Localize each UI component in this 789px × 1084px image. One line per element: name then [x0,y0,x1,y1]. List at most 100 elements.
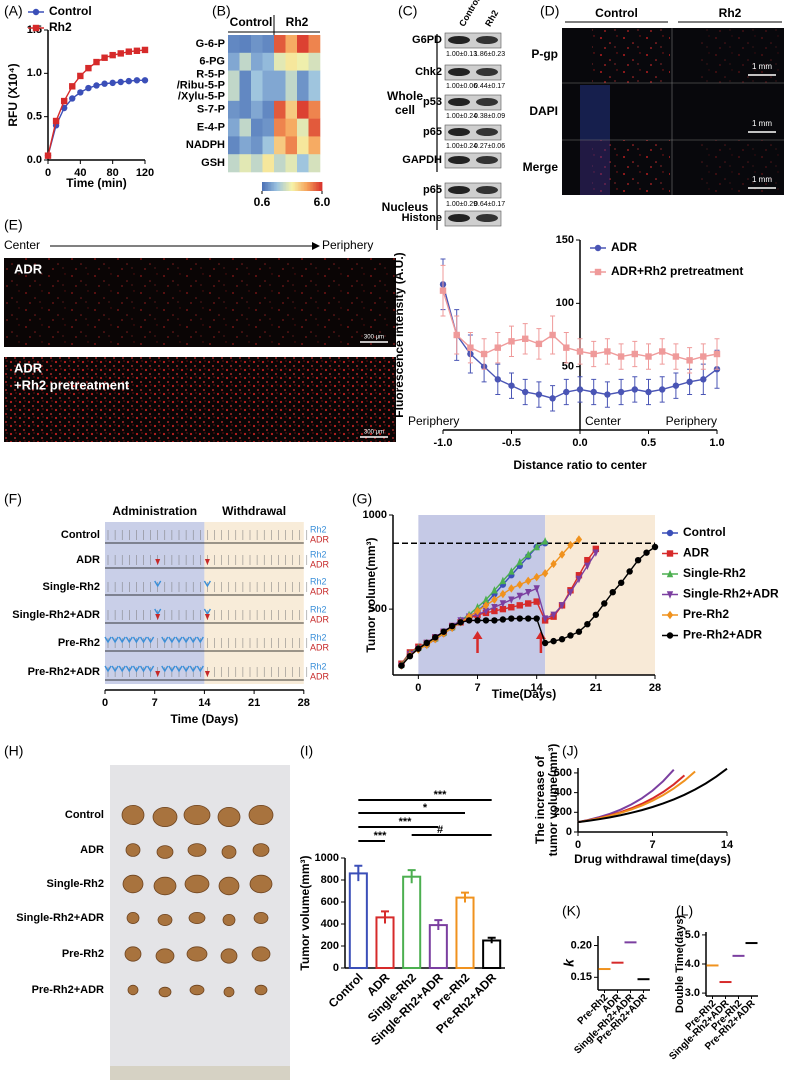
marker [533,572,540,582]
error-bar [461,891,469,903]
row-label: 6-PG [199,56,225,68]
marker [563,344,570,351]
heatmap-cell [308,70,321,102]
rh2-dose [125,665,133,673]
image-dapi [580,85,610,140]
group-label: Control [61,529,100,541]
tumor [155,948,175,964]
marker [626,568,633,575]
tumor [189,984,205,996]
bar [402,875,422,970]
marker [508,338,515,345]
marker [533,585,540,593]
bar [375,916,395,970]
marker [499,616,507,623]
marker [85,84,92,92]
blot-band [448,156,470,164]
marker [576,348,584,355]
panel-label: (H) [4,743,23,759]
marker [77,72,84,80]
marker [575,572,583,579]
marker [686,357,693,364]
quantification: 1.86±0.23 [474,51,505,58]
y-tick-label: 0.15 [571,971,592,983]
marker [645,353,652,360]
colorbar-segment [295,182,297,191]
marker [666,529,674,537]
heatmap-cell [285,100,298,119]
agent-label: Rh2 [310,576,327,586]
x-tick-label: 7 [152,697,158,709]
rh2-dose [196,665,204,673]
heatmap-cell [262,136,275,155]
marker [480,350,488,358]
panel-label: (B) [212,3,231,19]
x-axis-label: Time(Days) [492,687,556,701]
marker [101,80,108,87]
tumor [187,843,207,857]
x-tick-label: 0.5 [641,437,656,449]
tumor [251,946,271,962]
tumor [153,876,177,896]
colorbar-segment [319,182,321,191]
heatmap-cell [251,154,263,173]
blot-band [448,98,470,106]
rh2-dose [154,580,162,588]
marker [525,588,532,597]
direction-arrowhead [312,242,320,250]
legend-label: ADR [683,546,709,560]
tumor [186,946,208,962]
marker [522,335,529,342]
colorbar-segment [313,182,315,191]
rh2-dose [132,636,141,644]
heatmap-cell [251,100,263,119]
tumor [124,946,142,962]
series-line [400,538,580,667]
y-tick-label: 0 [566,826,572,838]
y-axis-label: tumor volume(mm³) [546,744,560,857]
colorbar-segment [298,182,300,191]
direction-from: Center [4,238,40,252]
x-tick-label: 0 [102,697,108,709]
marker [398,662,405,669]
quantification: 1.00±0.06 [446,83,477,90]
tumor [126,912,140,925]
marker [533,598,540,605]
marker [406,652,414,660]
legend-label: Rh2 [49,20,72,34]
legend-label: Pre-Rh2+ADR [683,628,762,642]
agent-label: Rh2 [310,604,327,614]
heatmap-cell [239,154,252,173]
agent-label: Rh2 [310,661,327,671]
marker [592,611,600,618]
marker [440,628,447,635]
marker [609,588,616,596]
marker [584,562,591,571]
marker [604,391,611,398]
column-group: Rh2 [286,15,309,29]
panel-label: (I) [300,743,313,759]
heatmap-cell [308,52,321,71]
colorbar-segment [287,182,290,191]
y-axis-label: Double Time(days) [674,915,686,1014]
marker [508,615,515,622]
heatmap-cell [297,154,309,173]
marker [522,388,529,396]
rh2-dose [175,636,183,644]
colorbar-label: 0.6 [254,195,271,209]
marker [563,388,570,396]
rh2-dose [182,665,190,673]
row-label: G-6-P [196,38,225,50]
direction-to: Periphery [322,238,373,252]
panel-label: (K) [562,903,581,919]
annotation: Periphery [666,414,717,428]
marker [631,350,638,358]
marker [592,545,600,553]
group-label: Pre-Rh2 [62,948,104,960]
heatmap-cell [297,100,309,119]
x-tick-label: 0 [575,839,581,851]
tumor [218,876,240,896]
colorbar-segment [304,182,306,191]
tumor [122,874,144,894]
